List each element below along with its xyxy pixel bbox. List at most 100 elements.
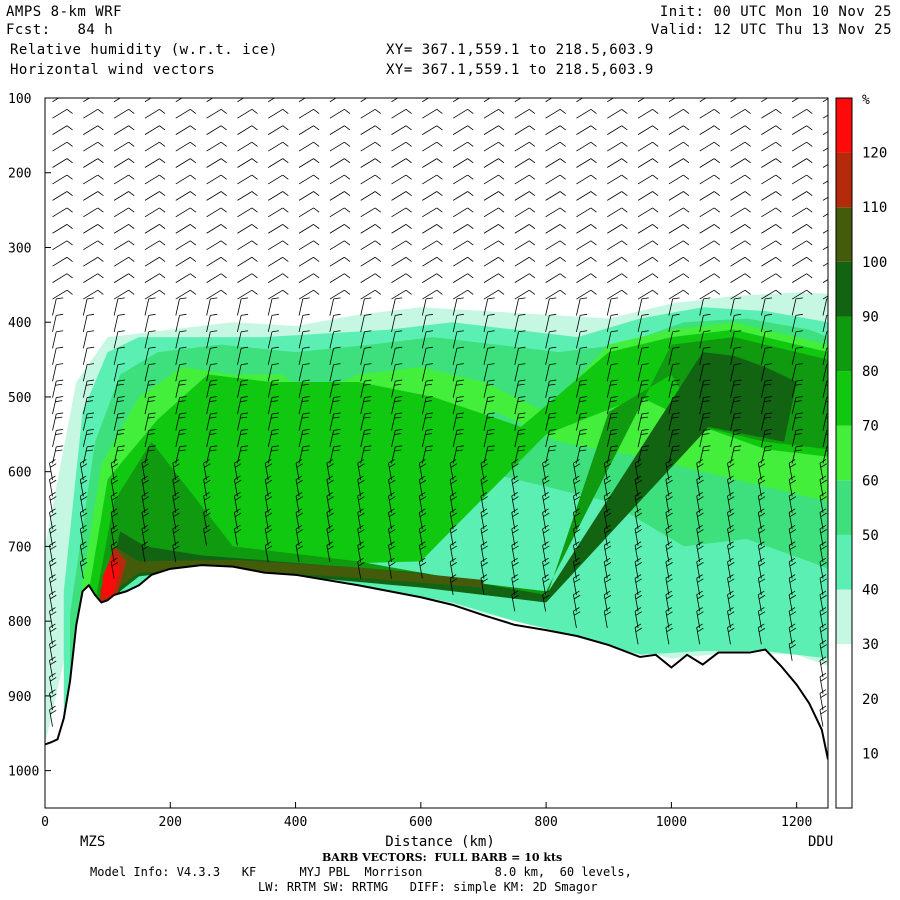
wind-barb-icon xyxy=(483,273,505,283)
wind-barb-icon xyxy=(110,524,119,546)
wind-barb-icon xyxy=(141,524,149,546)
wind-barb-icon xyxy=(822,163,828,168)
wind-barb-icon xyxy=(203,524,211,546)
wind-barb-icon xyxy=(637,108,659,119)
wind-barb-icon xyxy=(822,196,828,201)
wind-barb-icon xyxy=(665,557,673,579)
wind-barb-icon xyxy=(730,158,751,168)
wind-barb-icon xyxy=(607,273,628,283)
wind-barb-icon xyxy=(175,174,197,185)
wind-barb-icon xyxy=(452,346,464,365)
wind-barb-icon xyxy=(360,108,382,119)
cross-section-xy-1: XY= 367.1,559.1 to 218.5,603.9 xyxy=(386,42,654,58)
wind-barb-icon xyxy=(388,508,396,530)
wind-barb-icon xyxy=(113,125,135,135)
wind-barb-icon xyxy=(573,524,581,546)
wind-barb-icon xyxy=(329,346,341,365)
wind-barb-icon xyxy=(391,273,412,283)
y-tick-label: 900 xyxy=(8,690,31,705)
x-tick-label: 400 xyxy=(284,815,307,830)
wind-barb-icon xyxy=(637,224,659,234)
wind-barb-icon xyxy=(360,240,382,251)
wind-barb-icon xyxy=(761,108,782,119)
wind-barb-icon xyxy=(545,428,557,448)
wind-barb-icon xyxy=(113,141,135,152)
wind-barb-icon xyxy=(421,330,434,349)
wind-barb-icon xyxy=(573,557,581,579)
wind-barb-icon xyxy=(730,191,751,201)
wind-barb-icon xyxy=(295,492,303,513)
wind-barb-icon xyxy=(452,240,474,251)
wind-barb-icon xyxy=(730,141,751,152)
x-axis: 0 200 400 600 800 1000 1200 xyxy=(41,802,812,830)
wind-barb-icon xyxy=(819,607,827,628)
wind-barb-icon xyxy=(49,656,57,678)
wind-barb-icon xyxy=(727,475,735,497)
wind-barb-icon xyxy=(203,475,211,497)
wind-barb-icon xyxy=(819,475,827,497)
wind-barb-icon xyxy=(730,108,751,119)
wind-barb-icon xyxy=(542,541,550,563)
wind-barb-icon xyxy=(727,524,735,546)
wind-barb-icon xyxy=(696,574,704,596)
wind-barb-icon xyxy=(607,256,628,267)
wind-barb-icon xyxy=(82,428,95,448)
wind-barb-icon xyxy=(606,412,618,431)
wind-barb-icon xyxy=(668,289,690,300)
wind-barb-icon xyxy=(237,256,258,267)
wind-barb-icon xyxy=(637,346,649,365)
wind-barb-icon xyxy=(603,557,612,579)
wind-barb-icon xyxy=(449,492,458,513)
wind-barb-icon xyxy=(268,273,289,283)
wind-barb-icon xyxy=(391,297,403,316)
wind-barb-icon xyxy=(699,428,711,448)
wind-barb-icon xyxy=(761,240,782,251)
wind-barb-icon xyxy=(452,297,464,316)
terrain-line xyxy=(45,564,828,760)
wind-barb-icon xyxy=(175,125,197,135)
colorbar-swatch xyxy=(836,316,852,372)
wind-barb-icon xyxy=(699,379,711,398)
wind-barb-icon xyxy=(206,191,227,201)
wind-barb-icon xyxy=(298,224,320,234)
wind-barb-icon xyxy=(576,108,597,119)
wind-barb-icon xyxy=(360,207,382,218)
wind-barb-icon xyxy=(542,475,550,497)
wind-barb-icon xyxy=(357,492,365,513)
y-tick-label: 100 xyxy=(8,92,31,107)
wind-barb-icon xyxy=(545,313,557,333)
wind-barb-icon xyxy=(514,396,526,415)
wind-barb-icon xyxy=(634,557,642,579)
wind-barb-icon xyxy=(483,125,505,135)
wind-barb-icon xyxy=(452,207,474,218)
wind-barb-icon xyxy=(668,224,690,234)
wind-barb-icon xyxy=(788,492,797,513)
wind-barb-icon xyxy=(514,379,526,398)
wind-barb-icon xyxy=(422,240,443,251)
wind-barb-icon xyxy=(788,541,797,563)
wind-barb-icon xyxy=(452,428,464,448)
y-tick-label: 700 xyxy=(8,540,31,555)
wind-barb-icon xyxy=(49,475,57,497)
wind-barb-icon xyxy=(511,574,519,596)
wind-barb-icon xyxy=(730,363,742,382)
wind-barb-icon xyxy=(422,108,443,119)
wind-barb-icon xyxy=(298,174,320,185)
x-tick-label: 600 xyxy=(409,815,432,830)
wind-barb-icon xyxy=(360,256,382,267)
wind-barb-icon xyxy=(298,98,306,103)
wind-barb-icon xyxy=(668,412,680,431)
wind-barb-icon xyxy=(576,297,588,316)
wind-barb-icon xyxy=(326,459,334,480)
wind-barb-icon xyxy=(545,224,566,234)
wind-barb-icon xyxy=(113,158,135,168)
wind-barb-icon xyxy=(788,623,797,645)
wind-barb-icon xyxy=(110,492,119,513)
colorbar-label: 100 xyxy=(862,255,887,271)
wind-barb-icon xyxy=(573,508,581,530)
wind-barb-icon xyxy=(391,207,412,218)
wind-barb-icon xyxy=(603,508,612,530)
wind-barb-icon xyxy=(542,524,550,546)
wind-barb-icon xyxy=(788,524,797,546)
wind-barb-icon xyxy=(760,412,773,431)
